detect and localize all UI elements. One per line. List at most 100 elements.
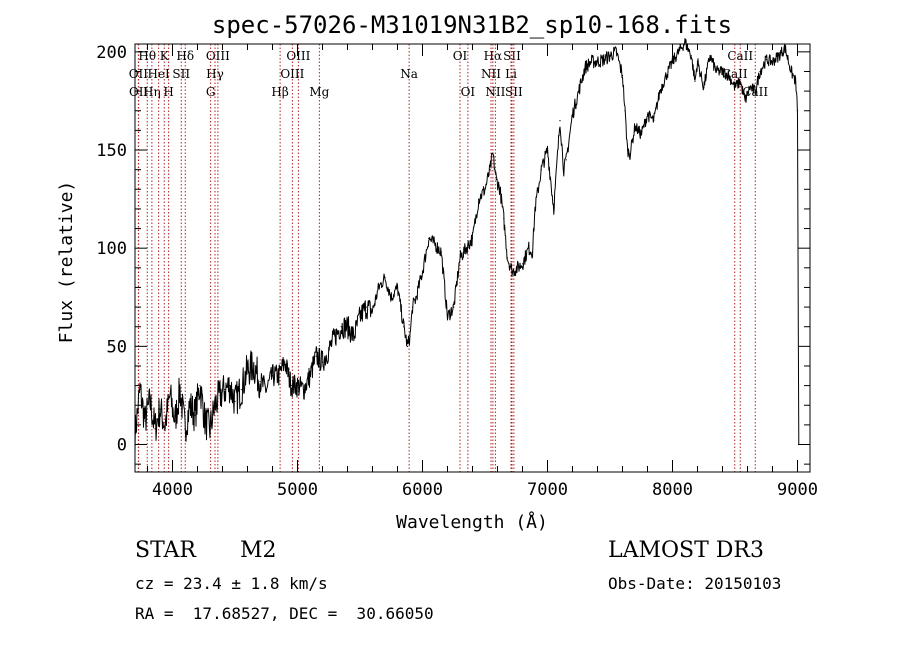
- data-point-53: [428, 237, 430, 239]
- spectrum-plot: [134, 38, 800, 453]
- data-point-15: [209, 428, 211, 430]
- data-point-25: [265, 388, 267, 391]
- data-point-64: [492, 153, 494, 155]
- data-point-6: [164, 424, 166, 426]
- data-point-40: [359, 316, 361, 318]
- data-point-115: [754, 90, 756, 92]
- data-point-37: [340, 326, 342, 328]
- line-marker-label-25: CaII: [727, 49, 753, 63]
- line-marker-label-3: Hη: [143, 85, 161, 99]
- data-point-82: [578, 90, 580, 92]
- data-point-72: [528, 247, 530, 249]
- x-tick-label-5000: 5000: [277, 480, 318, 500]
- data-point-12: [194, 414, 196, 416]
- data-point-54: [434, 243, 436, 245]
- data-point-92: [629, 153, 631, 155]
- data-point-95: [640, 133, 642, 135]
- data-point-26: [271, 375, 274, 377]
- data-point-74: [534, 208, 536, 210]
- data-point-49: [409, 335, 411, 338]
- data-point-77: [553, 208, 555, 210]
- line-marker-label-19: Hα: [484, 49, 503, 63]
- survey-name: LAMOST DR3: [608, 538, 764, 563]
- x-tick-label-4000: 4000: [152, 480, 193, 500]
- y-tick-label-0: 0: [117, 436, 127, 456]
- object-class: STAR: [135, 538, 196, 563]
- line-marker-label-18: OI: [461, 85, 476, 99]
- data-point-20: [234, 400, 236, 402]
- data-point-51: [415, 296, 417, 298]
- line-marker-label-23: NII: [485, 85, 505, 99]
- data-point-116: [759, 70, 761, 73]
- line-marker-label-22: Li: [505, 67, 517, 81]
- data-point-117: [765, 59, 767, 61]
- data-point-121: [790, 70, 792, 73]
- x-tick-label-8000: 8000: [652, 480, 693, 500]
- data-point-3: [149, 400, 151, 402]
- data-point-22: [246, 369, 249, 371]
- data-point-52: [421, 271, 424, 273]
- line-marker-label-4: K: [160, 49, 170, 63]
- chart-title: spec-57026-M31019N31B2_sp10-168.fits: [212, 11, 732, 39]
- data-point-32: [309, 375, 311, 377]
- data-point-5: [159, 408, 161, 410]
- data-point-99: [665, 74, 667, 77]
- data-point-112: [739, 80, 741, 82]
- data-point-34: [321, 361, 324, 363]
- data-point-63: [489, 169, 491, 171]
- data-point-30: [296, 385, 299, 387]
- data-point-70: [516, 267, 519, 269]
- data-point-94: [634, 125, 636, 128]
- data-point-106: [703, 86, 705, 88]
- data-point-96: [646, 114, 649, 116]
- line-marker-label-8: Hδ: [176, 49, 194, 63]
- line-marker-label-21: NII: [481, 67, 501, 81]
- data-point-73: [531, 251, 534, 253]
- data-point-69: [511, 271, 514, 273]
- data-point-101: [678, 51, 680, 53]
- data-point-13: [199, 385, 201, 387]
- plot-frame: [134, 43, 811, 473]
- data-point-88: [615, 51, 617, 53]
- redshift-velocity: cz = 23.4 ± 1.8 km/s: [135, 574, 328, 593]
- data-point-31: [303, 388, 305, 391]
- data-point-8: [174, 420, 176, 422]
- data-point-43: [378, 286, 380, 289]
- data-point-41: [365, 306, 367, 308]
- data-point-21: [240, 388, 242, 391]
- line-marker-label-13: OIII: [286, 49, 310, 63]
- x-axis: 4000 5000 6000 7000 8000 9000: [147, 44, 818, 500]
- data-point-7: [169, 394, 171, 397]
- line-marker-label-17: OI: [453, 49, 468, 63]
- data-point-68: [506, 257, 509, 259]
- data-point-56: [446, 316, 449, 318]
- x-tick-label-7000: 7000: [527, 480, 568, 500]
- data-point-44: [384, 277, 386, 279]
- data-point-78: [559, 119, 561, 122]
- line-marker-label-5: HeI: [147, 67, 170, 81]
- data-point-46: [396, 286, 399, 289]
- line-marker-label-7: H: [163, 85, 173, 99]
- data-point-14: [204, 420, 206, 422]
- data-point-71: [521, 263, 524, 265]
- data-point-66: [499, 188, 501, 190]
- data-point-107: [709, 55, 711, 57]
- data-point-11: [189, 404, 191, 406]
- data-point-17: [219, 394, 221, 397]
- data-point-65: [495, 178, 497, 181]
- line-marker-label-15: Mg: [309, 85, 329, 99]
- data-point-122: [795, 80, 797, 82]
- data-point-83: [584, 66, 586, 69]
- data-point-55: [440, 251, 442, 253]
- data-point-29: [290, 385, 292, 387]
- data-point-109: [721, 70, 724, 73]
- series-line-flux: [134, 38, 800, 453]
- y-axis: 0 50 100 150 200: [96, 43, 810, 465]
- line-marker-label-16: Na: [400, 67, 418, 81]
- data-point-42: [371, 310, 374, 312]
- data-point-50: [411, 306, 414, 308]
- data-point-84: [590, 61, 592, 63]
- y-tick-label-100: 100: [96, 239, 127, 259]
- line-marker-label-24: SII: [505, 85, 523, 99]
- x-tick-label-9000: 9000: [777, 480, 818, 500]
